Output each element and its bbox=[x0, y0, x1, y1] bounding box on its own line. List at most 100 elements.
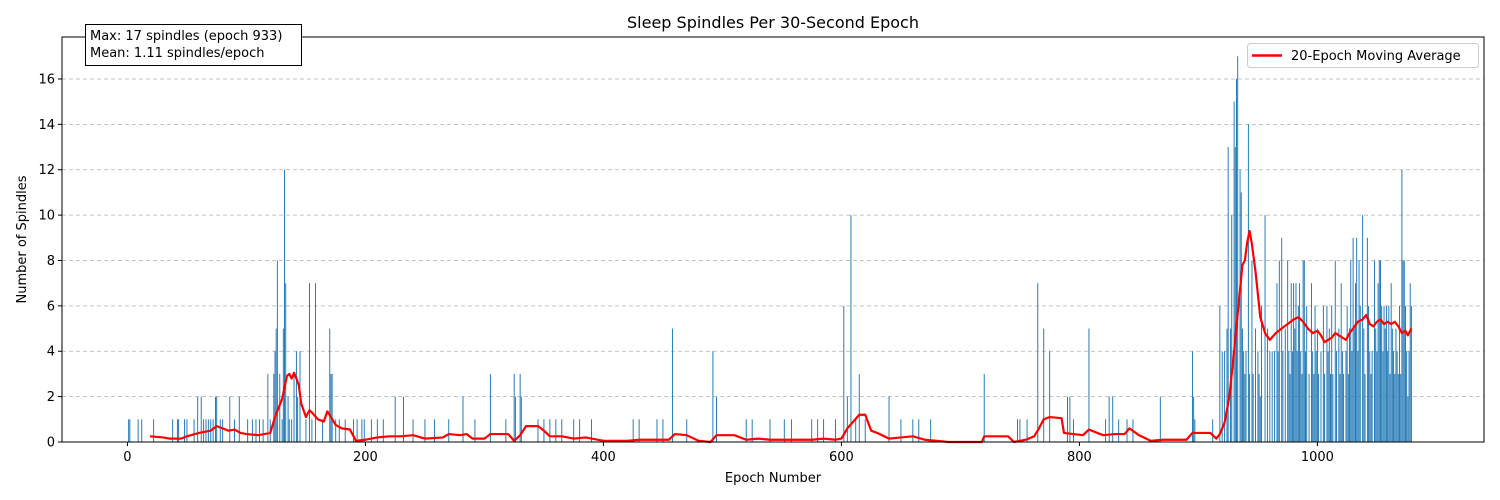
bar bbox=[1326, 305, 1328, 442]
bar bbox=[1069, 396, 1071, 442]
bar bbox=[1334, 260, 1336, 442]
bar bbox=[284, 169, 285, 443]
bar bbox=[1233, 101, 1235, 442]
bar bbox=[850, 215, 852, 442]
bar bbox=[1194, 419, 1196, 442]
bar bbox=[1219, 305, 1221, 442]
bar bbox=[1335, 351, 1337, 442]
bar bbox=[1409, 283, 1411, 442]
chart-title: Sleep Spindles Per 30-Second Epoch bbox=[627, 13, 919, 32]
bar bbox=[1363, 328, 1365, 442]
bar bbox=[783, 419, 785, 442]
bar bbox=[1281, 237, 1283, 442]
x-axis-label: Epoch Number bbox=[725, 471, 822, 486]
bar bbox=[1387, 351, 1389, 442]
bar bbox=[1237, 56, 1239, 443]
bar bbox=[335, 419, 337, 442]
bar bbox=[671, 328, 673, 442]
bar bbox=[1399, 305, 1400, 442]
bar bbox=[1362, 215, 1364, 442]
bar bbox=[1383, 305, 1385, 442]
bar bbox=[1347, 373, 1349, 442]
bar bbox=[361, 419, 363, 442]
bar bbox=[1112, 396, 1114, 442]
bar bbox=[1258, 373, 1260, 442]
bar bbox=[1366, 237, 1368, 442]
bar bbox=[1274, 351, 1276, 442]
bar bbox=[212, 419, 214, 442]
bar bbox=[247, 419, 249, 442]
bar bbox=[1330, 373, 1331, 442]
bar bbox=[1221, 351, 1223, 442]
x-axis: 0 200 400 600 800 1000 bbox=[123, 442, 1334, 465]
bar bbox=[1406, 351, 1408, 442]
bar bbox=[1239, 169, 1241, 443]
bar bbox=[197, 396, 199, 442]
bar bbox=[632, 419, 634, 442]
bar bbox=[864, 419, 866, 442]
bar bbox=[291, 419, 293, 442]
grid-lines bbox=[62, 78, 1484, 398]
bar bbox=[1353, 328, 1355, 442]
bar bbox=[1375, 328, 1377, 442]
bar bbox=[1240, 192, 1242, 442]
bar bbox=[1359, 305, 1361, 442]
bar bbox=[1296, 351, 1298, 442]
bar bbox=[424, 419, 426, 442]
bar bbox=[1293, 283, 1295, 442]
bar bbox=[1277, 351, 1279, 442]
bar bbox=[519, 373, 521, 442]
bar bbox=[573, 419, 575, 442]
bar bbox=[274, 351, 276, 442]
bar bbox=[1314, 305, 1316, 442]
bar bbox=[382, 419, 384, 442]
bar bbox=[229, 396, 231, 442]
x-tick-label: 1000 bbox=[1301, 450, 1334, 465]
bar bbox=[1404, 305, 1406, 442]
bar bbox=[1288, 351, 1290, 442]
bar-series bbox=[128, 56, 1412, 443]
bar bbox=[686, 419, 688, 442]
bar bbox=[184, 419, 186, 442]
bar bbox=[293, 373, 295, 442]
bar bbox=[811, 419, 813, 442]
bar bbox=[1397, 373, 1399, 442]
bar bbox=[1340, 283, 1342, 442]
bar bbox=[1402, 260, 1404, 442]
bar bbox=[513, 373, 515, 442]
bar bbox=[489, 373, 491, 442]
bar bbox=[356, 419, 358, 442]
bar bbox=[912, 419, 914, 442]
bar bbox=[1385, 305, 1387, 442]
bar bbox=[888, 396, 890, 442]
bar bbox=[1310, 283, 1312, 442]
bar bbox=[1067, 396, 1068, 442]
y-tick-label: 14 bbox=[38, 118, 55, 133]
bar bbox=[1224, 351, 1226, 442]
bar bbox=[153, 419, 155, 442]
bar bbox=[716, 396, 717, 442]
bar bbox=[1320, 351, 1322, 442]
bar bbox=[1249, 373, 1251, 442]
bar bbox=[1300, 351, 1302, 442]
bar bbox=[1345, 351, 1347, 442]
bar bbox=[282, 328, 284, 442]
bar bbox=[1231, 215, 1233, 442]
bar bbox=[462, 396, 464, 442]
bar bbox=[1312, 351, 1314, 442]
bar bbox=[1410, 305, 1412, 442]
bar bbox=[262, 419, 264, 442]
bar bbox=[549, 419, 551, 442]
bar bbox=[918, 419, 920, 442]
bar bbox=[1159, 396, 1161, 442]
bar bbox=[141, 419, 143, 442]
bar bbox=[834, 419, 836, 442]
bar bbox=[1393, 351, 1395, 442]
bar bbox=[259, 419, 261, 442]
bar bbox=[1378, 260, 1380, 442]
bar bbox=[200, 396, 202, 442]
bar bbox=[1294, 328, 1296, 442]
bar bbox=[1271, 351, 1273, 442]
bar bbox=[178, 419, 180, 442]
bar bbox=[255, 419, 257, 442]
